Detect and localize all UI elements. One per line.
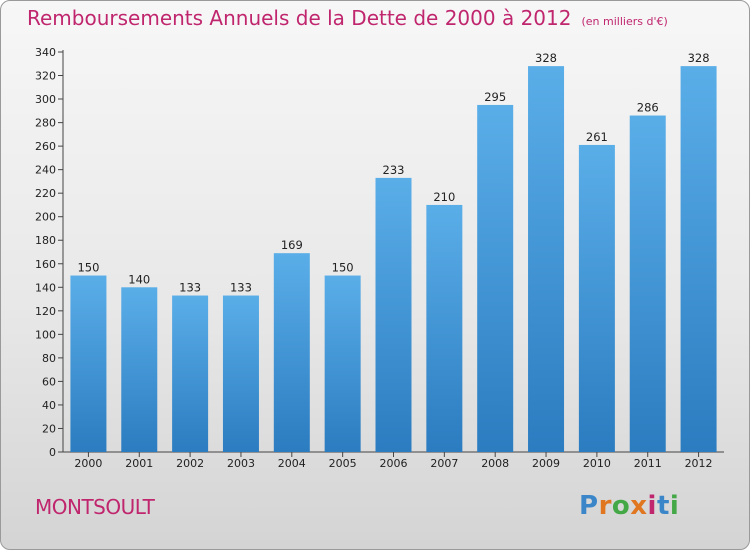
bar-value-label: 150	[332, 261, 354, 275]
bar-value-label: 169	[281, 238, 303, 252]
bar	[273, 253, 310, 452]
y-tick-label: 300	[35, 93, 56, 106]
x-tick-label: 2004	[278, 457, 306, 470]
bar-value-label: 150	[77, 261, 99, 275]
x-tick-label: 2007	[430, 457, 458, 470]
bars	[70, 66, 717, 453]
y-tick-label: 200	[35, 211, 56, 224]
bar	[528, 66, 565, 452]
y-tick-label: 180	[35, 234, 56, 247]
x-tick-label: 2002	[176, 457, 204, 470]
bar-value-label: 233	[383, 163, 405, 177]
y-tick-label: 240	[35, 164, 56, 177]
value-labels: 150 140 133 133 169 150 233 210 295 328 261 286 328	[77, 51, 709, 294]
commune-name: MONTSOULT	[35, 495, 155, 519]
bar	[70, 275, 107, 452]
bar-value-label: 328	[688, 51, 710, 65]
y-tick-label: 120	[35, 305, 56, 318]
bar-value-label: 133	[179, 281, 201, 295]
y-tick-label: 60	[42, 375, 56, 388]
bar-value-label: 286	[637, 101, 659, 115]
x-tick-label: 2001	[125, 457, 153, 470]
x-tick-label: 2000	[74, 457, 102, 470]
bar-value-label: 328	[535, 51, 557, 65]
x-tick-label: 2011	[634, 457, 662, 470]
y-tick-label: 340	[35, 46, 56, 59]
bar	[324, 275, 361, 452]
chart-title: Remboursements Annuels de la Dette de 20…	[27, 6, 668, 30]
x-tick-label: 2012	[685, 457, 713, 470]
y-tick-label: 100	[35, 328, 56, 341]
y-tick-label: 20	[42, 422, 56, 435]
y-axis: 0 20 40 60 80 100 120 140 160 180 200 220 240 260 280 3…	[35, 46, 64, 459]
logo-letter: i	[669, 491, 680, 521]
y-tick-label: 140	[35, 281, 56, 294]
x-tick-label: 2005	[329, 457, 357, 470]
y-tick-label: 80	[42, 352, 56, 365]
logo-letter: P	[579, 491, 599, 521]
x-axis: 2000 2001 2002 2003 2004 2005 2006 2007 2008 2009…	[63, 451, 724, 470]
logo-letter: t	[656, 491, 670, 521]
x-tick-label: 2008	[481, 457, 509, 470]
x-tick-label: 2003	[227, 457, 255, 470]
bar	[121, 287, 158, 452]
bar	[477, 104, 514, 453]
bar-value-label: 261	[586, 130, 608, 144]
bar	[426, 204, 463, 452]
bar	[578, 144, 615, 453]
chart-title-main: Remboursements Annuels de la Dette de 20…	[27, 6, 572, 30]
y-tick-label: 280	[35, 117, 56, 130]
bar	[222, 295, 259, 452]
chart-title-unit: (en milliers d'€)	[581, 15, 668, 28]
bar	[680, 66, 717, 452]
bar	[172, 295, 209, 452]
y-tick-label: 40	[42, 399, 56, 412]
y-tick-label: 0	[49, 446, 56, 459]
logo-letter: r	[598, 491, 612, 521]
proxiti-logo[interactable]: Proxiti	[579, 491, 679, 521]
y-tick-label: 260	[35, 140, 56, 153]
x-tick-label: 2006	[380, 457, 408, 470]
bar	[629, 115, 666, 452]
x-tick-label: 2010	[583, 457, 611, 470]
logo-letter: x	[630, 491, 648, 521]
y-tick-label: 220	[35, 187, 56, 200]
y-tick-label: 160	[35, 258, 56, 271]
bar-value-label: 210	[433, 190, 455, 204]
bar-value-label: 133	[230, 281, 252, 295]
bar-value-label: 140	[128, 272, 150, 286]
logo-letter: i	[647, 491, 657, 521]
logo-letter: o	[611, 491, 631, 521]
x-tick-label: 2009	[532, 457, 560, 470]
bar-value-label: 295	[484, 90, 506, 104]
bar	[375, 177, 412, 452]
y-tick-label: 320	[35, 70, 56, 83]
